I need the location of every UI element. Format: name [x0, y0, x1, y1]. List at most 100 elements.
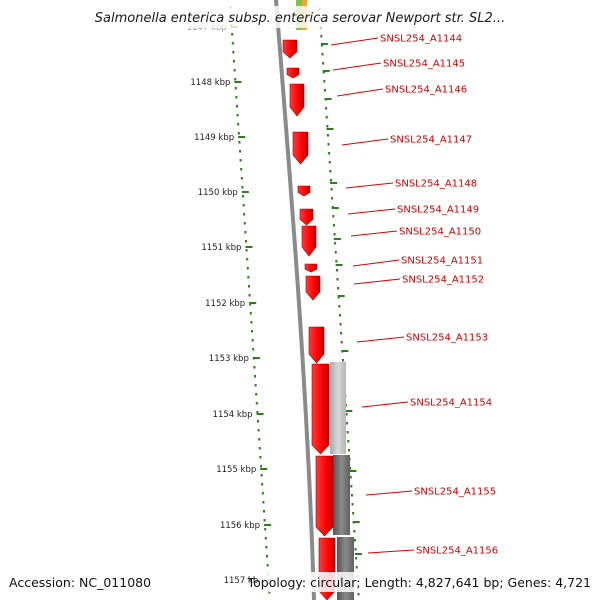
- gene-arrow[interactable]: [286, 67, 300, 79]
- ruler-dot: [249, 303, 252, 306]
- ruler-major-tick: [234, 81, 242, 83]
- gene-leader-line: [352, 259, 400, 267]
- guide-dot: [334, 251, 337, 254]
- genome-backbone: [274, 0, 316, 600]
- gene-label[interactable]: SNSL254_A1156: [416, 546, 498, 557]
- gene-label[interactable]: SNSL254_A1146: [385, 85, 467, 96]
- guide-dot: [321, 53, 324, 56]
- gene-arrow[interactable]: [311, 363, 330, 455]
- gene-arrow[interactable]: [315, 455, 334, 537]
- gene-arrow[interactable]: [301, 225, 317, 257]
- guide-dot: [353, 530, 356, 533]
- kbp-tick-label: 1149 kbp: [194, 133, 234, 143]
- gene-arrow[interactable]: [308, 326, 325, 364]
- topology-label: Topology: circular; Length: 4,827,641 bp…: [247, 575, 591, 590]
- gene-label[interactable]: SNSL254_A1153: [406, 333, 488, 344]
- gene-leader-line: [365, 490, 413, 496]
- guide-dot: [336, 278, 339, 281]
- ruler-dot: [251, 330, 253, 333]
- guide-dot: [333, 233, 336, 236]
- kbp-tick-label: 1153 kbp: [209, 354, 249, 364]
- gene-arrow[interactable]: [305, 275, 321, 301]
- ruler-major-tick: [252, 357, 260, 359]
- guide-dot: [335, 269, 338, 272]
- guide-dot: [329, 170, 332, 173]
- guide-tick: [352, 521, 360, 523]
- guide-dot: [337, 296, 340, 299]
- gene-leader-line: [361, 401, 409, 408]
- kbp-tick-label: 1151 kbp: [201, 243, 241, 253]
- guide-tick: [349, 470, 357, 472]
- map-title: Salmonella enterica subsp. enterica sero…: [95, 11, 505, 26]
- kbp-tick-label: 1154 kbp: [213, 410, 253, 420]
- ruler-dot: [262, 501, 265, 504]
- ruler-dot: [248, 294, 251, 297]
- ruler-dot: [231, 33, 234, 36]
- gene-label[interactable]: SNSL254_A1154: [410, 398, 492, 409]
- guide-dot: [330, 188, 333, 191]
- guide-dot: [327, 143, 330, 146]
- ruler-dot: [268, 591, 271, 594]
- ruler-dot: [243, 222, 246, 225]
- ruler-dot: [239, 159, 242, 162]
- ruler-dot: [249, 312, 252, 315]
- gene-label[interactable]: SNSL254_A1144: [380, 34, 462, 45]
- ruler-dot: [240, 168, 243, 171]
- ruler-major-tick: [256, 413, 264, 415]
- gene-label[interactable]: SNSL254_A1145: [383, 59, 465, 70]
- ruler-dot: [251, 339, 254, 342]
- guide-dot: [350, 485, 353, 488]
- guide-tick: [335, 264, 343, 266]
- gene-arrow[interactable]: [299, 208, 314, 226]
- gene-label[interactable]: SNSL254_A1150: [399, 227, 481, 238]
- gene-label[interactable]: SNSL254_A1149: [397, 205, 479, 216]
- gene-arrow[interactable]: [304, 263, 318, 273]
- gene-label[interactable]: SNSL254_A1148: [395, 179, 477, 190]
- ruler-major-tick: [238, 136, 246, 138]
- ruler-dot: [248, 285, 250, 288]
- guide-dot: [332, 224, 335, 227]
- kbp-tick-label: 1148 kbp: [190, 78, 230, 88]
- ruler-dot: [246, 258, 249, 261]
- guide-dot: [346, 431, 349, 434]
- gene-leader-line: [356, 336, 405, 343]
- ruler-dot: [265, 546, 268, 549]
- guide-dot: [335, 260, 338, 263]
- gene-arrow[interactable]: [289, 83, 305, 117]
- ruler-dot: [233, 60, 235, 63]
- guide-tick: [324, 98, 332, 100]
- guide-dot: [320, 35, 323, 38]
- title-background: [80, 6, 520, 28]
- gene-arrow[interactable]: [297, 185, 311, 197]
- accession-label: Accession: NC_011080: [9, 575, 151, 590]
- guide-dot: [350, 494, 353, 497]
- guide-dot: [355, 557, 358, 560]
- gene-label[interactable]: SNSL254_A1152: [402, 275, 484, 286]
- guide-tick: [331, 207, 339, 209]
- ruler-dot: [244, 231, 247, 234]
- gene-label[interactable]: SNSL254_A1155: [414, 487, 496, 498]
- ruler-dot: [261, 492, 264, 495]
- ruler-major-tick: [260, 468, 268, 470]
- ruler-dot: [256, 411, 259, 414]
- gene-leader-line: [347, 208, 396, 215]
- ruler-dot: [245, 240, 247, 243]
- ruler-dot: [254, 375, 256, 378]
- gene-arrow[interactable]: [282, 39, 298, 59]
- guide-dot: [334, 242, 337, 245]
- guide-dot: [326, 125, 329, 128]
- ruler-dot: [236, 114, 239, 117]
- guide-dot: [347, 440, 350, 443]
- guide-dot: [349, 476, 352, 479]
- gene-label[interactable]: SNSL254_A1151: [401, 256, 483, 267]
- ruler-dot: [242, 195, 244, 198]
- ruler-dot: [263, 519, 266, 522]
- gene-leader-line: [350, 230, 398, 237]
- gene-label[interactable]: SNSL254_A1147: [390, 135, 472, 146]
- gene-arrow[interactable]: [292, 131, 309, 165]
- kbp-tick-label: 1155 kbp: [216, 465, 256, 475]
- guide-dot: [339, 323, 342, 326]
- ruler-dot: [243, 213, 246, 216]
- gene-leader-line: [367, 549, 415, 554]
